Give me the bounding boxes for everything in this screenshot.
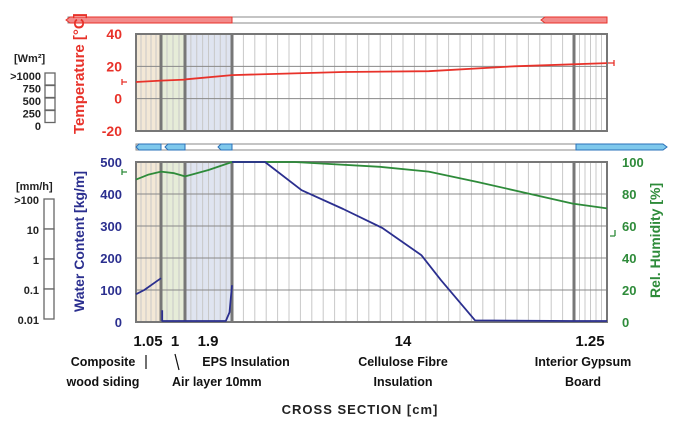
rain-level-label: 1 (33, 255, 39, 267)
heat-flux-arrow-right (540, 16, 608, 24)
radiation-level-label: 500 (23, 96, 41, 108)
water-tick-label: 200 (100, 251, 122, 266)
rain-level-label: >100 (14, 195, 39, 207)
layer-name: Air layer 10mm (172, 375, 262, 389)
rain-scale-box (43, 258, 55, 290)
water-axis-label: Water Content [kg/m] (71, 171, 87, 312)
rain-level-label: 0.01 (18, 315, 39, 327)
rain-scale-box (43, 198, 55, 230)
layer-name: Insulation (373, 375, 432, 389)
radiation-level-label: 0 (35, 121, 41, 133)
layer-thickness-label: 1 (171, 333, 179, 350)
moisture-flux-arrow-right (575, 143, 668, 151)
water-tick-label: 500 (100, 155, 122, 170)
leader-line (174, 353, 180, 371)
rain-scale-box (43, 228, 55, 260)
moisture-flux-arrow-left (217, 143, 233, 151)
layer-name: Interior Gypsum (535, 355, 632, 369)
rh-curve (135, 161, 608, 210)
radiation-scale-box (44, 109, 56, 124)
water-tick-label: 300 (100, 219, 122, 234)
rh-axis-label: Rel. Humidity [%] (647, 183, 663, 298)
layer-name: wood siding (66, 375, 140, 389)
heat-flux-arrow-left (65, 16, 233, 24)
radiation-scale-box (44, 84, 56, 99)
radiation-scale-box (44, 97, 56, 111)
rh-tick-label: 100 (622, 155, 644, 170)
rh-tick-label: 20 (622, 283, 636, 298)
rain-level-label: 0.1 (24, 285, 39, 297)
radiation-unit: [Wm²] (14, 53, 45, 65)
layer-name: EPS Insulation (202, 355, 290, 369)
layer-thickness-label: 14 (395, 333, 412, 350)
water-tick-label: 100 (100, 283, 122, 298)
rain-level-label: 10 (27, 225, 39, 237)
water-tick-label: 0 (115, 315, 122, 330)
temperature-marker-left (121, 79, 127, 85)
moisture-flux-bar (135, 143, 608, 151)
water-content-curve (161, 285, 233, 322)
rain-scale-box (43, 288, 55, 320)
temperature-axis-label: Temperature [°C] (71, 13, 88, 134)
layer-background (136, 162, 161, 322)
rh-tick-label: 0 (622, 315, 629, 330)
radiation-level-label: 250 (23, 109, 41, 121)
temperature-tick-label: 20 (106, 58, 122, 74)
layer-name: Board (565, 375, 601, 389)
temperature-marker-right (608, 60, 615, 66)
rh-tick-label: 80 (622, 187, 636, 202)
x-axis-label: CROSS SECTION [cm] (282, 402, 439, 417)
radiation-level-label: >1000 (10, 71, 41, 83)
layer-thickness-label: 1.9 (198, 333, 219, 350)
layer-name: Composite (71, 355, 136, 369)
rh-tick-label: 40 (622, 251, 636, 266)
radiation-scale-box (44, 72, 56, 86)
temperature-tick-label: 0 (114, 91, 122, 107)
radiation-level-label: 750 (23, 84, 41, 96)
rain-unit: [mm/h] (16, 181, 53, 193)
rh-marker-right (610, 230, 616, 237)
temperature-tick-label: 40 (106, 26, 122, 42)
temperature-curve (135, 62, 608, 83)
temperature-tick-label: -20 (102, 123, 122, 139)
rh-tick-label: 60 (622, 219, 636, 234)
layer-thickness-label: 1.25 (575, 333, 604, 350)
water-tick-label: 400 (100, 187, 122, 202)
plot-frame (135, 161, 608, 323)
moisture-flux-arrow-left (164, 143, 186, 151)
water-content-curve (232, 161, 607, 322)
moisture-flux-arrow-left (135, 143, 162, 151)
rh-marker-left (121, 169, 127, 175)
water-content-curve (135, 277, 162, 296)
plot-frame (135, 33, 608, 132)
layer-name: Cellulose Fibre (358, 355, 448, 369)
layer-thickness-label: 1.05 (133, 333, 162, 350)
